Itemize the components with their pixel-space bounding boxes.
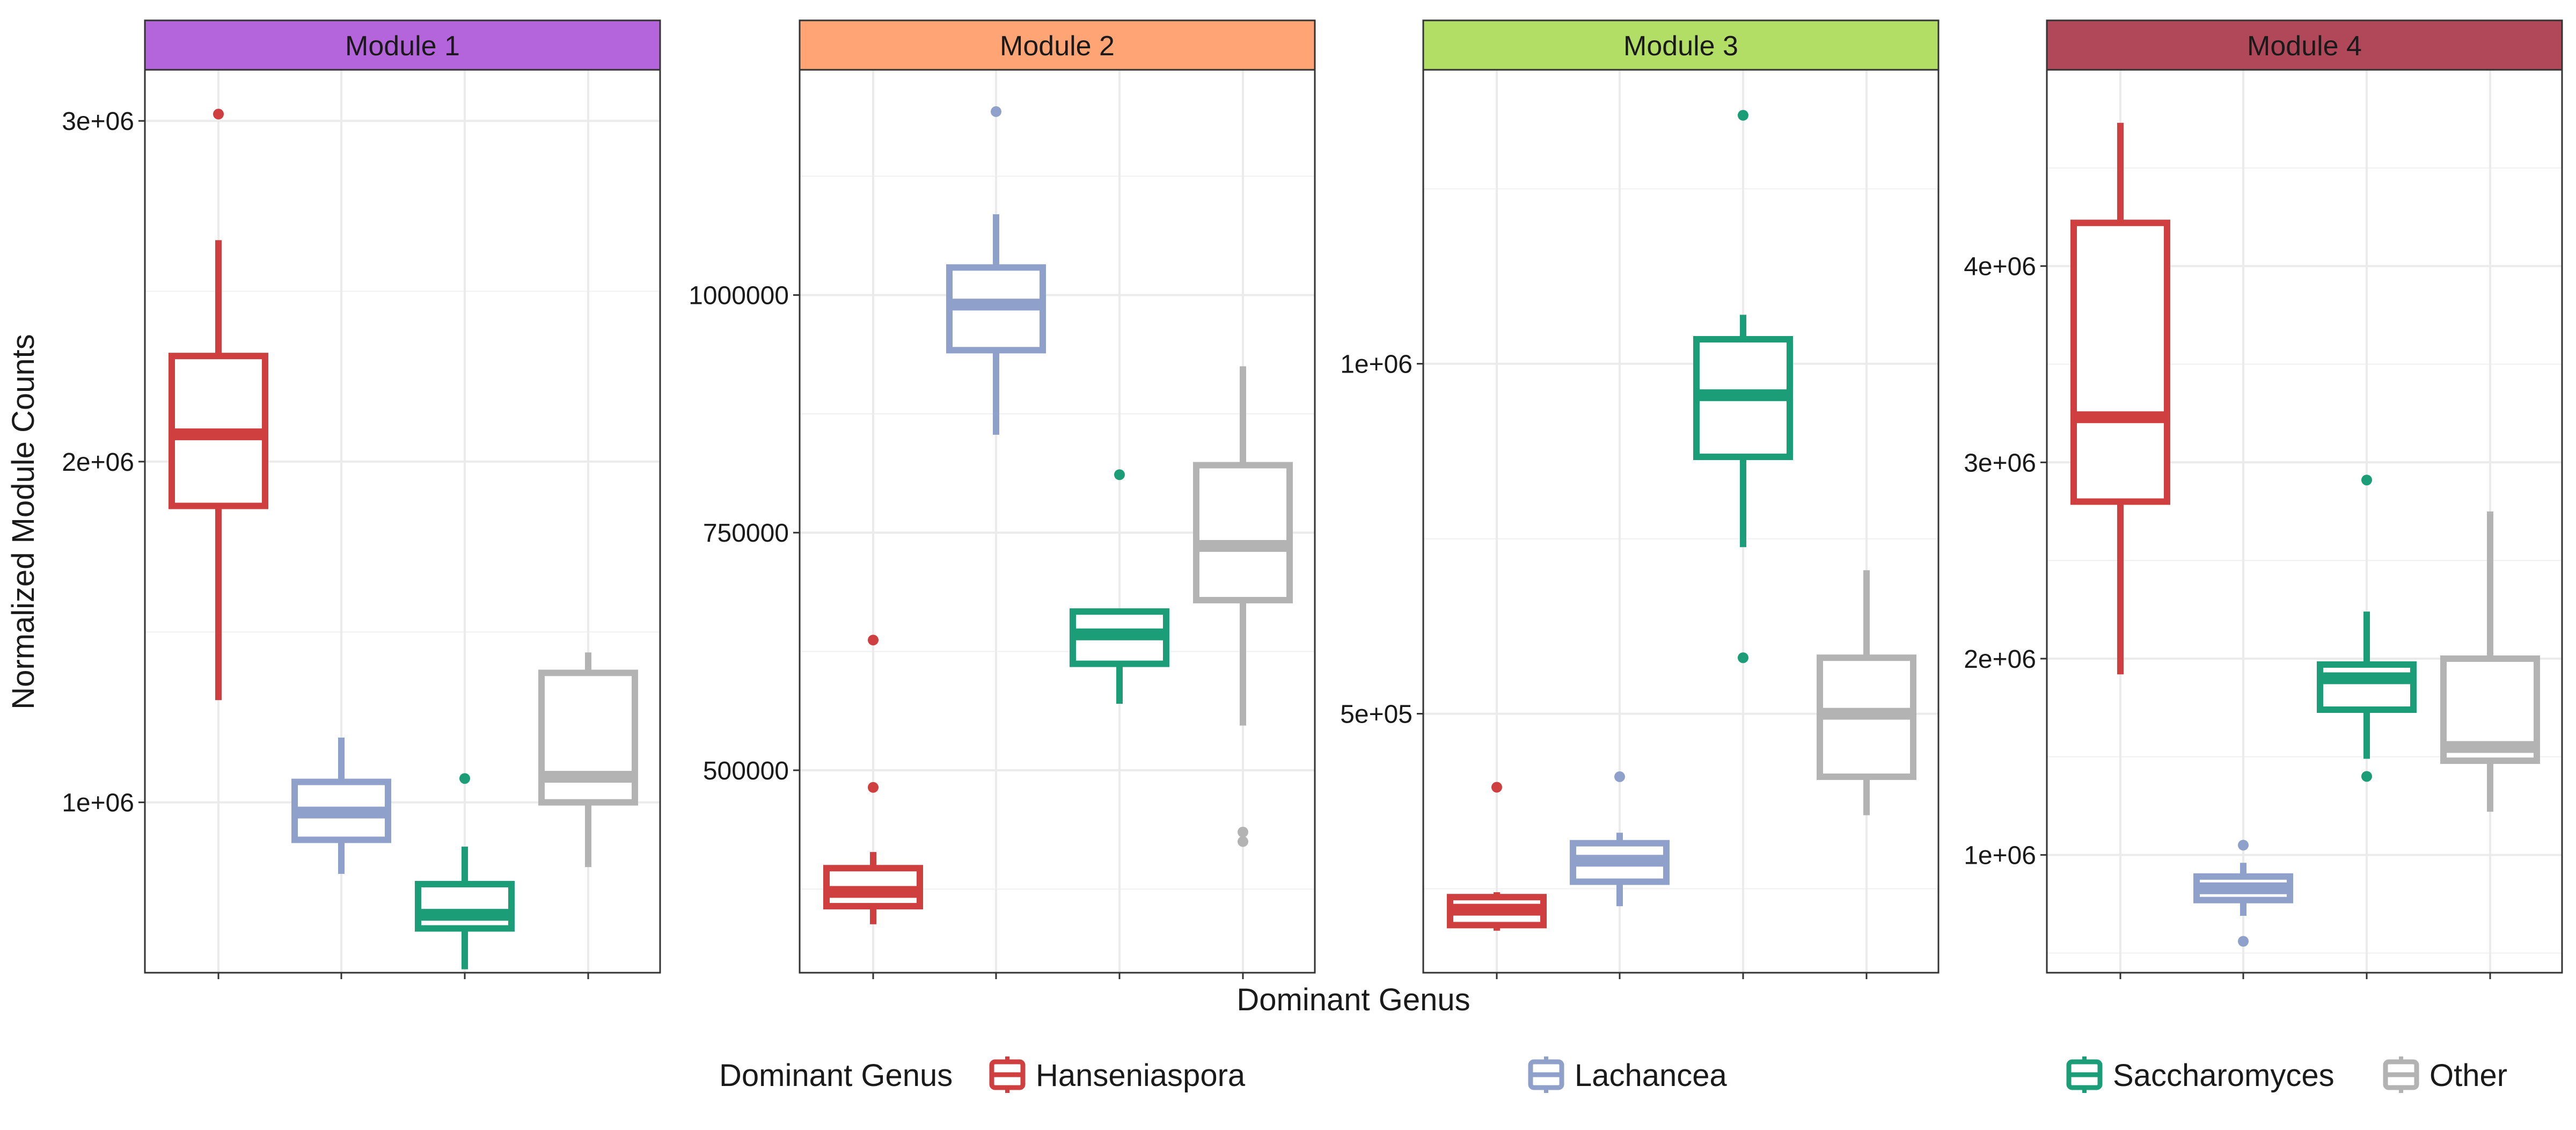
box-saccharomyces bbox=[415, 773, 515, 969]
box-body bbox=[1193, 462, 1293, 603]
facet-strip-label: Module 2 bbox=[1000, 31, 1115, 62]
outlier-point bbox=[1738, 110, 1748, 121]
box-other bbox=[538, 652, 638, 867]
box-lachancea bbox=[2193, 840, 2293, 947]
legend-entry-hanseniaspora: Hanseniaspora bbox=[989, 1056, 1246, 1093]
box-other bbox=[2440, 511, 2540, 812]
legend: Dominant Genus Hanseniaspora Lachancea Sacc… bbox=[719, 1056, 2507, 1093]
box-saccharomyces bbox=[2317, 475, 2417, 782]
box-lachancea bbox=[291, 738, 391, 874]
legend-entry-other: Other bbox=[2383, 1056, 2507, 1093]
legend-title: Dominant Genus bbox=[719, 1058, 953, 1093]
box-hanseniaspora bbox=[823, 635, 923, 924]
outlier-point bbox=[2361, 475, 2372, 486]
y-tick-label: 2e+06 bbox=[62, 448, 134, 477]
y-tick-label: 4e+06 bbox=[1964, 253, 2036, 281]
facet-panel-1: 1e+06 2e+06 3e+06 Module 1 bbox=[62, 19, 661, 979]
outlier-point bbox=[1491, 782, 1502, 793]
outlier-point bbox=[2238, 840, 2249, 851]
box-hanseniaspora bbox=[1447, 782, 1547, 931]
legend-label: Hanseniaspora bbox=[1036, 1058, 1246, 1093]
outlier-point bbox=[868, 635, 879, 646]
outlier-point bbox=[2361, 771, 2372, 782]
y-tick-label: 500000 bbox=[703, 757, 789, 785]
box-body bbox=[538, 669, 638, 806]
panel-background bbox=[1423, 70, 1938, 973]
facet-strip bbox=[144, 19, 661, 71]
y-tick-label: 1e+06 bbox=[1340, 351, 1413, 379]
legend-label: Saccharomyces bbox=[2113, 1058, 2334, 1093]
outlier-point bbox=[1738, 652, 1748, 664]
legend-label: Lachancea bbox=[1575, 1058, 1728, 1093]
facet-strip-label: Module 3 bbox=[1623, 31, 1738, 62]
x-axis-title: Dominant Genus bbox=[1236, 982, 1470, 1017]
panel-background bbox=[145, 70, 660, 973]
facet-strip-label: Module 4 bbox=[2247, 31, 2362, 62]
facet-panel-3: 5e+05 1e+06 Module 3 bbox=[1340, 19, 1940, 979]
legend-label: Other bbox=[2429, 1058, 2507, 1093]
outlier-point bbox=[1114, 469, 1125, 480]
facet-strip bbox=[799, 19, 1316, 71]
facet-strip bbox=[2046, 19, 2563, 71]
box-body bbox=[2317, 661, 2417, 713]
outlier-point bbox=[213, 108, 224, 120]
facet-strip-label: Module 1 bbox=[345, 31, 460, 62]
y-tick-label: 750000 bbox=[703, 519, 789, 548]
panel-background bbox=[2047, 70, 2562, 973]
y-tick-label: 3e+06 bbox=[1964, 449, 2036, 477]
y-tick-label: 3e+06 bbox=[62, 107, 134, 136]
outlier-point bbox=[868, 782, 879, 793]
facet-panel-2: 500000 750000 1000000 Module 2 bbox=[689, 19, 1316, 979]
legend-entry-lachancea: Lachancea bbox=[1528, 1056, 1728, 1093]
outlier-point bbox=[991, 106, 1001, 117]
box-body bbox=[2070, 220, 2170, 505]
outlier-point bbox=[1614, 771, 1625, 782]
legend-entry-saccharomyces: Saccharomyces bbox=[2066, 1056, 2334, 1093]
box-other bbox=[1817, 570, 1916, 815]
outlier-point bbox=[1238, 826, 1248, 837]
y-tick-label: 1e+06 bbox=[62, 789, 134, 818]
box-lachancea bbox=[946, 106, 1046, 435]
box-body bbox=[415, 880, 515, 932]
y-tick-label: 5e+05 bbox=[1340, 701, 1413, 729]
box-saccharomyces bbox=[1070, 469, 1169, 704]
y-tick-label: 1000000 bbox=[689, 282, 789, 310]
outlier-point bbox=[459, 773, 470, 784]
box-saccharomyces bbox=[1693, 110, 1793, 664]
y-tick-label: 1e+06 bbox=[1964, 842, 2036, 870]
y-axis-title: Normalized Module Counts bbox=[6, 334, 41, 710]
outlier-point bbox=[2238, 936, 2249, 947]
box-hanseniaspora bbox=[169, 108, 268, 701]
facet-panel-4: 1e+06 2e+06 3e+06 4e+06 Module 4 bbox=[1964, 19, 2563, 979]
y-tick-label: 2e+06 bbox=[1964, 645, 2036, 674]
box-hanseniaspora bbox=[2070, 122, 2170, 675]
facet-strip bbox=[1422, 19, 1940, 71]
box-other bbox=[1193, 366, 1293, 847]
outlier-point bbox=[1238, 836, 1248, 847]
box-lachancea bbox=[1570, 771, 1670, 907]
